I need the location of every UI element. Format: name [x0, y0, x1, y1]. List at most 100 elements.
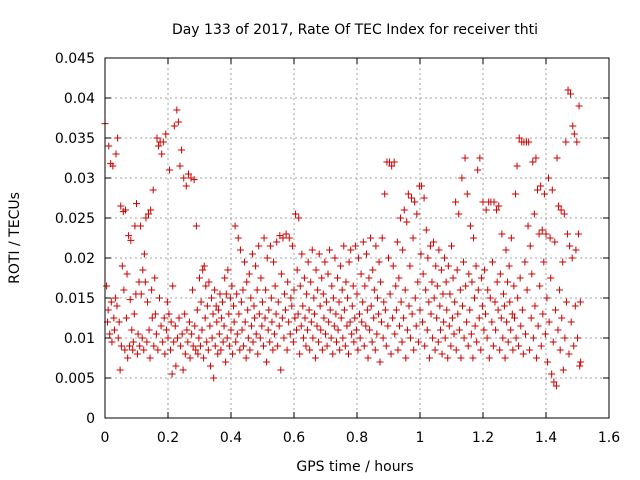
data-point — [358, 318, 366, 326]
data-point — [228, 282, 236, 290]
data-point — [507, 326, 515, 334]
data-point — [204, 346, 212, 354]
data-point — [436, 326, 444, 334]
x-tick-label: 0 — [101, 430, 110, 446]
data-point — [347, 246, 355, 254]
data-point — [116, 366, 124, 374]
data-point — [403, 218, 411, 226]
data-point — [359, 238, 367, 246]
data-point — [285, 318, 293, 326]
data-point — [213, 318, 221, 326]
data-point — [455, 210, 463, 218]
data-point — [523, 286, 531, 294]
data-point — [542, 230, 550, 238]
data-point — [418, 182, 426, 190]
data-point — [281, 290, 289, 298]
data-point — [142, 214, 150, 222]
data-point — [288, 302, 296, 310]
data-point — [529, 158, 537, 166]
data-point — [509, 346, 517, 354]
data-point — [271, 282, 279, 290]
data-point — [230, 318, 238, 326]
data-point — [150, 342, 158, 350]
data-point — [287, 294, 295, 302]
data-point — [544, 358, 552, 366]
data-point — [400, 314, 408, 322]
data-point — [552, 382, 560, 390]
data-point — [528, 270, 536, 278]
data-point — [184, 338, 192, 346]
y-tick-label: 0.02 — [64, 251, 95, 267]
data-point — [565, 350, 573, 358]
data-point — [349, 282, 357, 290]
data-point — [129, 338, 137, 346]
data-point — [460, 334, 468, 342]
data-point — [214, 306, 222, 314]
data-point — [262, 286, 270, 294]
data-point — [176, 162, 184, 170]
y-tick-label: 0.015 — [55, 291, 95, 307]
data-point — [185, 318, 193, 326]
data-point — [530, 210, 538, 218]
data-point — [126, 296, 134, 304]
data-point — [354, 346, 362, 354]
data-point — [233, 290, 241, 298]
data-point — [360, 342, 368, 350]
data-point — [170, 122, 178, 130]
data-point — [396, 214, 404, 222]
data-point — [155, 142, 163, 150]
data-point — [547, 274, 555, 282]
data-point — [337, 314, 345, 322]
data-point — [329, 294, 337, 302]
data-point — [420, 194, 428, 202]
data-point — [459, 258, 467, 266]
data-point — [205, 278, 213, 286]
data-point — [303, 290, 311, 298]
data-point — [508, 310, 516, 318]
data-point — [419, 270, 427, 278]
data-point — [503, 318, 511, 326]
x-tick-labels: 0 0.2 0.4 0.6 0.8 1 1.2 1.4 1.6 — [101, 430, 621, 446]
data-point — [490, 198, 498, 206]
data-point — [372, 242, 380, 250]
data-point — [498, 230, 506, 238]
data-point — [199, 266, 207, 274]
data-point — [573, 138, 581, 146]
data-point — [500, 302, 508, 310]
data-point — [410, 346, 418, 354]
data-point — [242, 354, 250, 362]
y-tick-label: 0.03 — [64, 171, 95, 187]
data-point — [309, 334, 317, 342]
data-point — [428, 278, 436, 286]
data-point — [226, 294, 234, 302]
data-point — [245, 270, 253, 278]
grid-lines — [105, 58, 609, 418]
data-point — [184, 170, 192, 178]
data-point — [148, 314, 156, 322]
data-point — [511, 314, 518, 322]
data-point — [315, 250, 323, 258]
data-point — [252, 330, 260, 338]
data-point — [366, 326, 374, 334]
data-point — [432, 262, 440, 270]
data-point — [376, 358, 384, 366]
data-point — [571, 302, 579, 310]
data-point — [277, 270, 285, 278]
x-axis-label: GPS time / hours — [296, 459, 413, 475]
data-point — [538, 226, 546, 234]
data-point — [533, 354, 541, 362]
data-point — [367, 234, 375, 242]
data-point — [457, 354, 465, 362]
data-point — [130, 310, 138, 318]
data-point — [291, 314, 299, 322]
data-point — [318, 274, 326, 282]
data-point — [179, 366, 187, 374]
data-point — [247, 294, 255, 302]
data-point — [472, 262, 480, 270]
data-point — [564, 86, 572, 94]
data-point — [363, 306, 371, 314]
data-point — [278, 314, 286, 322]
data-point — [212, 302, 220, 310]
data-point — [163, 298, 171, 306]
